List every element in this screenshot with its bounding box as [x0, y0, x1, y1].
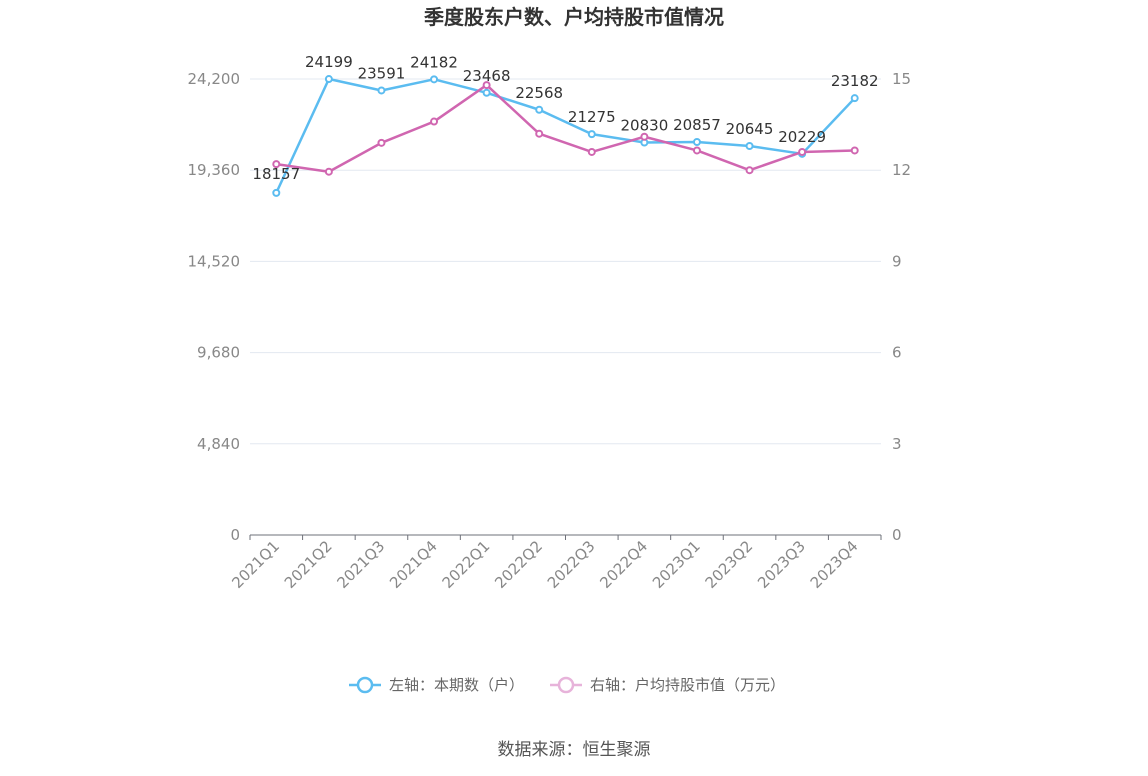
x-tick-label: 2022Q2 [491, 537, 546, 592]
left-axis-ticks: 0 4,840 9,680 14,520 19,360 24,200 [188, 70, 241, 544]
legend-item-right-series[interactable]: 右轴：户均持股市值（万元） [550, 676, 785, 694]
data-label: 21275 [568, 108, 616, 126]
series-layer [272, 75, 859, 197]
x-tick-label: 2023Q3 [754, 537, 809, 592]
series-point[interactable] [850, 94, 859, 103]
series-point[interactable] [640, 132, 649, 141]
series-point[interactable] [377, 86, 386, 95]
legend-marker-icon [356, 676, 374, 694]
grid-lines [250, 78, 881, 445]
legend-marker-icon [557, 676, 575, 694]
x-tick-label: 2021Q2 [281, 537, 336, 592]
series-point[interactable] [482, 81, 491, 90]
data-label: 22568 [515, 84, 563, 102]
source-text: 数据来源：恒生聚源 [498, 740, 651, 760]
x-tick-label: 2022Q1 [439, 537, 494, 592]
x-tick-label: 2021Q4 [386, 537, 441, 592]
series-point[interactable] [850, 146, 859, 155]
x-tick-label: 2022Q3 [544, 537, 599, 592]
data-label: 23591 [358, 64, 406, 82]
series-point[interactable] [430, 75, 439, 84]
data-label: 20830 [621, 117, 669, 135]
x-tick-label: 2021Q3 [333, 537, 388, 592]
series-point[interactable] [324, 75, 333, 84]
series-point[interactable] [324, 167, 333, 176]
data-label: 20229 [778, 128, 826, 146]
left-tick-label: 0 [230, 526, 240, 544]
right-tick-label: 0 [892, 526, 902, 544]
right-axis-ticks: 0 3 6 9 12 15 [892, 70, 911, 544]
x-tick-label: 2021Q1 [228, 537, 283, 592]
series-point[interactable] [587, 130, 596, 139]
data-label: 24182 [410, 53, 458, 71]
series-point[interactable] [587, 147, 596, 156]
left-tick-label: 19,360 [188, 161, 241, 179]
series-point[interactable] [692, 146, 701, 155]
series-line [276, 83, 855, 173]
series-point[interactable] [272, 188, 281, 197]
data-label: 20645 [726, 120, 774, 138]
legend-label-right-series: 右轴：户均持股市值（万元） [590, 676, 785, 694]
series-point[interactable] [272, 160, 281, 169]
series-point[interactable] [535, 129, 544, 138]
data-label: 23468 [463, 67, 511, 85]
series-point[interactable] [430, 117, 439, 126]
left-tick-label: 9,680 [197, 344, 240, 362]
right-tick-label: 6 [892, 344, 902, 362]
left-tick-label: 14,520 [188, 252, 241, 270]
right-tick-label: 15 [892, 70, 911, 88]
chart-title: 季度股东户数、户均持股市值情况 [423, 5, 724, 29]
x-tick-label: 2022Q4 [596, 537, 651, 592]
x-tick-label: 2023Q4 [807, 537, 862, 592]
series-point[interactable] [377, 138, 386, 147]
right-tick-label: 3 [892, 435, 902, 453]
series-line [275, 77, 856, 194]
data-label: 18157 [252, 165, 300, 183]
left-tick-label: 24,200 [188, 70, 241, 88]
right-tick-label: 12 [892, 161, 911, 179]
right-tick-label: 9 [892, 252, 902, 270]
x-axis: 2021Q12021Q22021Q32021Q42022Q12022Q22022… [228, 534, 882, 592]
legend: 左轴：本期数（户） 右轴：户均持股市值（万元） [349, 676, 785, 694]
series-point[interactable] [798, 147, 807, 156]
legend-label-left-series: 左轴：本期数（户） [389, 676, 524, 694]
legend-item-left-series[interactable]: 左轴：本期数（户） [349, 676, 524, 694]
series-2 [272, 81, 859, 176]
data-label: 20857 [673, 116, 721, 134]
series-point[interactable] [745, 141, 754, 150]
series-point[interactable] [745, 166, 754, 175]
x-tick-label: 2023Q2 [702, 537, 757, 592]
series-point[interactable] [692, 137, 701, 146]
data-label: 24199 [305, 53, 353, 71]
data-label: 23182 [831, 72, 879, 90]
series-point[interactable] [482, 88, 491, 97]
x-tick-label: 2023Q1 [649, 537, 704, 592]
series-point[interactable] [535, 105, 544, 114]
left-tick-label: 4,840 [197, 435, 240, 453]
